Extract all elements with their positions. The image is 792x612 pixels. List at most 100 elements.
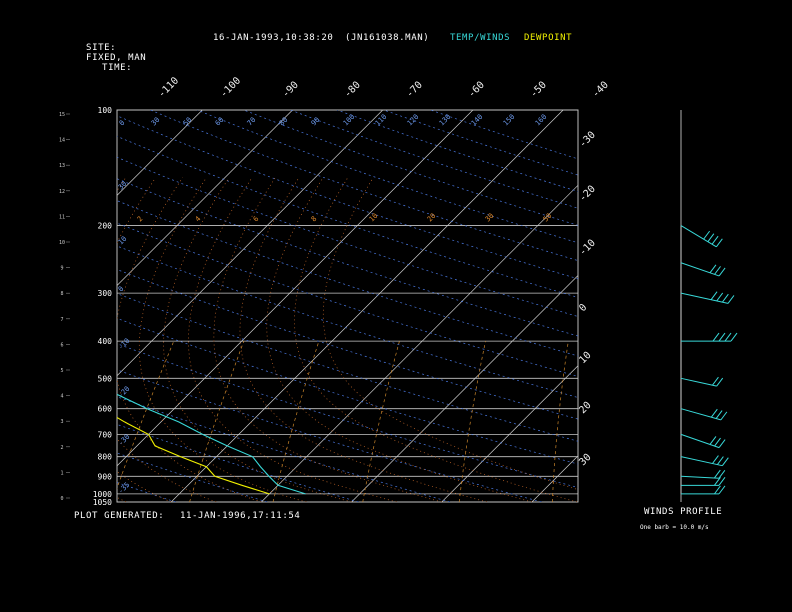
wind-barb-feather — [712, 332, 720, 342]
pressure-label: 600 — [98, 405, 113, 414]
theta-label: 110 — [374, 113, 389, 128]
wind-barb-feather — [720, 411, 728, 421]
theta-side-label: 30 — [117, 180, 129, 192]
isotherm-line — [531, 455, 578, 502]
mixing-ratio-line — [117, 340, 175, 490]
theta-label: 60 — [214, 116, 226, 128]
right-temp-label: -30 — [577, 130, 598, 151]
isotherm-line — [261, 184, 578, 502]
theta-side-label: -10 — [117, 337, 132, 352]
wind-barb-feather — [724, 332, 732, 342]
isotherm-line — [0, 110, 112, 502]
wind-barb-feather — [712, 455, 719, 464]
theta-label: 130 — [438, 113, 453, 128]
wind-barb-feather — [710, 408, 718, 418]
wind-barb — [680, 377, 717, 387]
plot-generated-value: 11-JAN-1996,17:11:54 — [180, 511, 301, 521]
right-temp-label: 30 — [577, 452, 593, 468]
dry-adiabat-line — [117, 293, 578, 442]
isotherm-line — [0, 110, 22, 502]
height-tick-label: 7 — [60, 317, 63, 323]
height-tick-label: 6 — [60, 342, 63, 348]
right-temp-label: -20 — [577, 184, 598, 205]
wind-barb — [680, 225, 717, 248]
mixing-ratio-line — [362, 341, 400, 502]
dry-adiabat-line — [150, 110, 578, 261]
dry-adiabat-line — [430, 110, 578, 160]
dry-adiabat-line — [117, 396, 451, 502]
theta-label: 0 — [118, 119, 127, 128]
top-temp-label: -100 — [218, 75, 243, 100]
theta-label: 100 — [342, 113, 357, 128]
mixing-ratio-label: 10 — [368, 212, 380, 224]
mixing-ratio-line — [272, 341, 320, 502]
dry-adiabat-line — [383, 110, 578, 176]
dry-adiabat-line — [117, 317, 578, 465]
wind-barb — [680, 292, 729, 304]
moist-adiabat-line — [266, 177, 532, 502]
header-bar: SITE: FIXED, MAN TIME: — [74, 33, 146, 73]
wind-barb — [680, 262, 720, 277]
right-temp-label: -10 — [577, 238, 598, 259]
plot-frame — [116, 109, 579, 503]
wind-barb-feather — [716, 292, 724, 302]
height-tick-label: 9 — [60, 266, 63, 272]
legend-dew: DEWPOINT — [524, 33, 573, 43]
top-temp-label: -80 — [342, 80, 363, 101]
wind-barb-feather — [709, 436, 717, 445]
dry-adiabat-line — [117, 200, 578, 357]
theta-side-label: 0 — [117, 285, 126, 294]
dewpoint-trace — [117, 416, 270, 495]
wind-barb-feather — [718, 485, 726, 495]
wind-barb — [680, 433, 720, 449]
wind-barb-feather — [721, 293, 729, 303]
pressure-label: 700 — [98, 430, 113, 439]
adiabats-group — [117, 110, 638, 502]
height-tick-label: 13 — [59, 163, 65, 169]
theta-label: 70 — [246, 116, 258, 128]
isotherm-line — [170, 110, 564, 502]
theta-label: 50 — [182, 116, 194, 128]
isotherm-line — [351, 275, 578, 502]
wind-barb-feather — [710, 291, 718, 301]
top-temp-label: -40 — [590, 80, 611, 101]
height-tick-label: 0 — [60, 496, 63, 502]
dry-adiabat-line — [117, 156, 578, 317]
height-tick-label: 2 — [60, 445, 63, 451]
isotherm-line — [712, 110, 792, 502]
isotherm-line — [117, 110, 293, 287]
height-tick-label: 5 — [60, 368, 63, 374]
wind-barb-feather — [718, 267, 726, 277]
pressure-label: 800 — [98, 453, 113, 462]
isotherm-line — [117, 110, 474, 467]
theta-label: 150 — [502, 113, 517, 128]
top-temp-label: -50 — [528, 80, 549, 101]
winds-note: One barb = 10.0 m/s — [640, 524, 709, 531]
isotherm-line — [117, 110, 203, 196]
moist-adiabat-line — [239, 177, 487, 502]
top-temp-label: -90 — [280, 80, 301, 101]
mixing-ratio-label: 30 — [484, 212, 496, 224]
theta-label: 160 — [534, 113, 549, 128]
mixing-ratio-line — [189, 340, 245, 502]
wind-barb-feather — [712, 376, 719, 386]
pressure-label: 500 — [98, 374, 113, 383]
pressure-label: 300 — [98, 289, 113, 298]
wind-barb — [680, 475, 719, 479]
dry-adiabat-line — [196, 110, 578, 244]
wind-barb-feather — [714, 266, 721, 275]
pressure-label: 400 — [98, 337, 113, 346]
mixing-ratio-label: 20 — [426, 212, 438, 224]
theta-label: 80 — [278, 116, 290, 128]
pressure-label: 1000 — [93, 490, 112, 499]
isotherm-line — [117, 110, 383, 377]
temperature-trace — [117, 393, 306, 495]
height-tick-label: 15 — [59, 112, 65, 118]
dry-adiabat-line — [117, 135, 578, 298]
dry-adiabat-line — [337, 110, 578, 192]
wind-barb-feather — [716, 377, 724, 387]
legend-temp: TEMP/WINDS — [450, 33, 511, 43]
mixing-ratio-line — [631, 341, 638, 502]
wind-barb-feather — [703, 230, 711, 240]
